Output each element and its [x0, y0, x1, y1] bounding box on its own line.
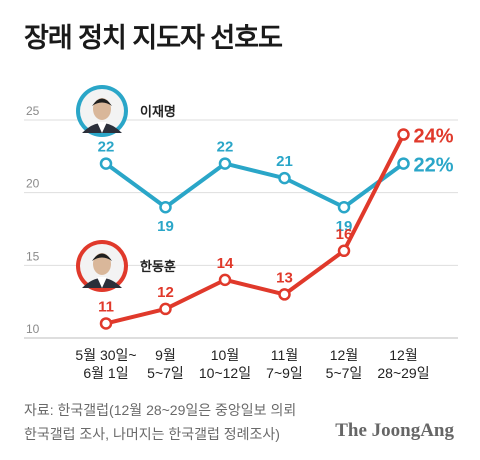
data-point [397, 128, 410, 141]
data-point [218, 157, 232, 170]
data-label: 13 [276, 269, 293, 286]
data-point [278, 171, 291, 185]
data-point [99, 157, 113, 170]
brand-logo: The JoongAng [335, 420, 454, 441]
data-label: 16 [336, 226, 353, 243]
data-label: 19 [157, 218, 174, 235]
face-shape [93, 98, 111, 120]
series-line [104, 161, 406, 210]
data-label: 22 [217, 139, 234, 156]
series-layer: 22 19 22 21 19 22% 11 12 14 13 16 24% [98, 126, 454, 330]
x-tick-label: 12월 28~29일 [377, 347, 429, 381]
legend-label: 한동훈 [140, 259, 176, 274]
data-point [397, 157, 410, 170]
x-tick-label: 10월 10~12일 [199, 347, 251, 381]
legend-item: 이재명 [76, 85, 176, 137]
data-label: 21 [276, 153, 293, 170]
data-point [337, 200, 351, 214]
x-tick-label: 9월 5~7일 [147, 347, 184, 381]
data-point [159, 302, 172, 316]
source-line-2: 한국갤럽 조사, 나머지는 한국갤럽 정례조사) [24, 426, 280, 442]
shirt-shape [97, 277, 107, 288]
data-label: 24% [414, 126, 454, 148]
y-tick-label: 15 [26, 249, 40, 263]
chart-title: 장래 정치 지도자 선호도 [24, 23, 283, 53]
shirt-shape [97, 122, 107, 133]
y-tick-label: 25 [26, 104, 40, 118]
data-point [278, 288, 291, 301]
x-axis: 5월 30일~ 6월 1일 9월 5~7일 10월 10~12일 11월 7~9일 12월 5~7… [75, 347, 429, 381]
series-line [104, 132, 406, 326]
y-tick-label: 10 [26, 322, 40, 336]
source-line-1: 자료: 한국갤럽(12월 28~29일은 중앙일보 의뢰 [24, 402, 297, 418]
grid-layer: 10 15 20 25 [24, 104, 458, 339]
face-shape [93, 253, 111, 275]
data-point [159, 200, 172, 214]
data-label: 19 [336, 218, 353, 235]
data-label: 11 [98, 298, 114, 315]
x-tick-label: 5월 30일~ 6월 1일 [75, 347, 136, 381]
hair-shape [92, 98, 112, 106]
legend-label: 이재명 [140, 104, 176, 119]
data-label: 12 [157, 284, 174, 301]
y-tick-label: 20 [26, 177, 40, 191]
data-point [337, 244, 351, 258]
data-label: 22% [414, 155, 454, 177]
hair-shape [92, 253, 112, 261]
data-label: 14 [217, 255, 234, 272]
data-label: 22 [98, 139, 115, 156]
legend-item: 한동훈 [76, 240, 176, 292]
x-tick-label: 12월 5~7일 [326, 347, 363, 381]
data-point [218, 273, 232, 287]
x-tick-label: 11월 7~9일 [266, 347, 303, 381]
data-point [99, 317, 113, 330]
source-note: 자료: 한국갤럽(12월 28~29일은 중앙일보 의뢰 한국갤럽 조사, 나머… [24, 398, 296, 446]
